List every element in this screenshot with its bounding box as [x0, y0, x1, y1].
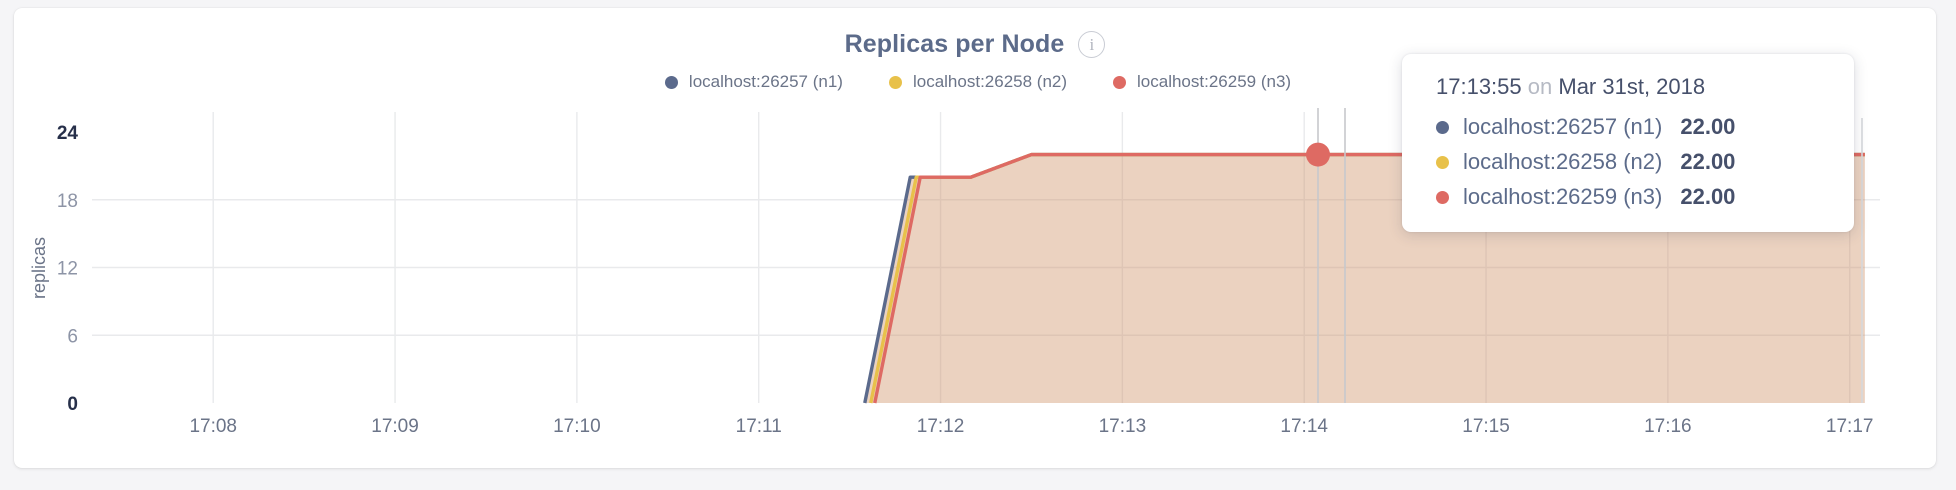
tooltip-series-name: localhost:26257 (n1): [1463, 114, 1663, 139]
x-axis-tick-label: 17:09: [371, 416, 419, 437]
tooltip-series-name: localhost:26259 (n3): [1463, 184, 1663, 209]
tooltip-row-1: localhost:26257 (n1) 22.00: [1436, 114, 1828, 140]
y-axis-tick-label: 6: [67, 326, 78, 347]
info-icon[interactable]: i: [1078, 31, 1106, 58]
hover-data-point[interactable]: [1306, 142, 1330, 167]
tooltip-date: Mar 31st, 2018: [1558, 74, 1706, 99]
legend-item-label: localhost:26258 (n2): [912, 72, 1068, 91]
legend-color-dot: [888, 75, 902, 89]
x-axis-tick-label: 17:08: [189, 416, 237, 437]
chart-legend: localhost:26257 (n1) localhost:26258 (n2)…: [0, 72, 1956, 92]
legend-item-label: localhost:26257 (n1): [688, 72, 843, 91]
x-axis-tick-label: 17:16: [1644, 416, 1692, 437]
tooltip-series-name: localhost:26258 (n2): [1463, 149, 1663, 174]
y-axis-tick-label: 0: [67, 394, 78, 415]
chart-tooltip: 17:13:55 on Mar 31st, 2018 localhost:262…: [1402, 54, 1854, 232]
tooltip-row-3: localhost:26259 (n3) 22.00: [1436, 184, 1828, 210]
x-axis-tick-label: 17:17: [1826, 416, 1874, 437]
x-axis-tick-label: 17:11: [736, 416, 782, 437]
x-axis-tick-label: 17:14: [1280, 416, 1328, 437]
tooltip-row-2: localhost:26258 (n2) 22.00: [1436, 149, 1828, 175]
tooltip-series-value: 22.00: [1680, 184, 1736, 209]
legend-item-3[interactable]: localhost:26259 (n3): [1113, 72, 1291, 92]
tooltip-on-word: on: [1527, 74, 1553, 99]
tooltip-color-dot: [1436, 155, 1449, 169]
legend-item-2[interactable]: localhost:26258 (n2): [888, 72, 1068, 92]
x-axis-tick-label: 17:13: [1099, 416, 1147, 437]
page-title: Replicas per Node: [844, 30, 1065, 58]
tooltip-time: 17:13:55: [1436, 74, 1522, 99]
legend-item-label: localhost:26259 (n3): [1137, 72, 1292, 91]
tooltip-series-value: 22.00: [1680, 149, 1736, 174]
y-axis-title: replicas: [29, 237, 49, 299]
tooltip-color-dot: [1436, 120, 1449, 134]
x-axis-tick-label: 17:15: [1462, 416, 1510, 437]
y-axis-tick-label: 24: [57, 123, 79, 144]
x-axis-tick-label: 17:10: [553, 416, 601, 437]
tooltip-series-value: 22.00: [1680, 114, 1736, 139]
y-axis-tick-label: 18: [57, 191, 78, 212]
y-axis-tick-label: 12: [57, 259, 78, 280]
tooltip-series-list: localhost:26257 (n1) 22.00 localhost:26258…: [1436, 114, 1828, 210]
legend-color-dot: [664, 75, 678, 89]
tooltip-color-dot: [1436, 190, 1449, 204]
legend-color-dot: [1113, 75, 1127, 89]
x-axis-tick-label: 17:12: [917, 416, 965, 437]
tooltip-timestamp: 17:13:55 on Mar 31st, 2018: [1436, 74, 1828, 100]
legend-item-1[interactable]: localhost:26257 (n1): [664, 72, 843, 92]
chart-header: Replicas per Node i: [14, 30, 1936, 59]
